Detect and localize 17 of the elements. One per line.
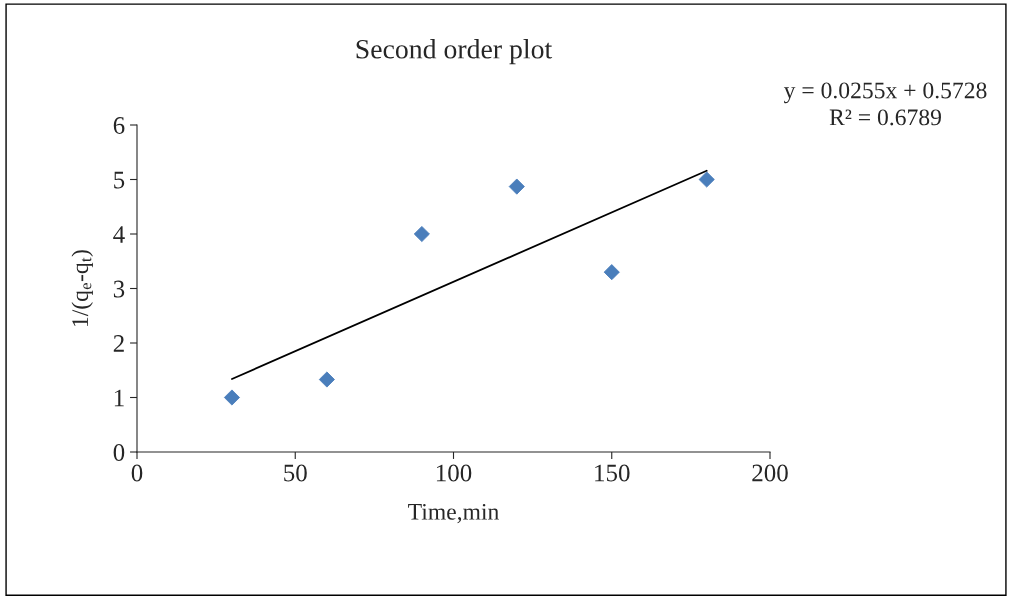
x-tick-label: 100 <box>436 464 472 482</box>
text: y = 0.0255x + 0.5728 <box>783 82 987 104</box>
x-tick-label: 200 <box>752 464 788 482</box>
y-tick-label: 6 <box>113 117 125 134</box>
chart-title: Second order plot <box>356 39 553 65</box>
x-axis-title: Time,min <box>408 503 499 524</box>
y-tick-label: 3 <box>113 280 125 298</box>
x-tick-label: 50 <box>284 464 307 482</box>
x-tick-label: 0 <box>131 464 143 482</box>
text: R² = 0.6789 <box>829 109 941 126</box>
y-tick-label: 2 <box>113 335 124 352</box>
y-tick-label: 5 <box>114 171 125 189</box>
y-tick-label: 0 <box>113 444 125 461</box>
y-tick-label: 4 <box>113 226 125 243</box>
x-tick-label: 150 <box>595 464 630 482</box>
y-axis-title: 1/(q$_{e}$-q$_{t}$) <box>71 250 93 326</box>
y-tick-label: 1 <box>114 389 124 407</box>
